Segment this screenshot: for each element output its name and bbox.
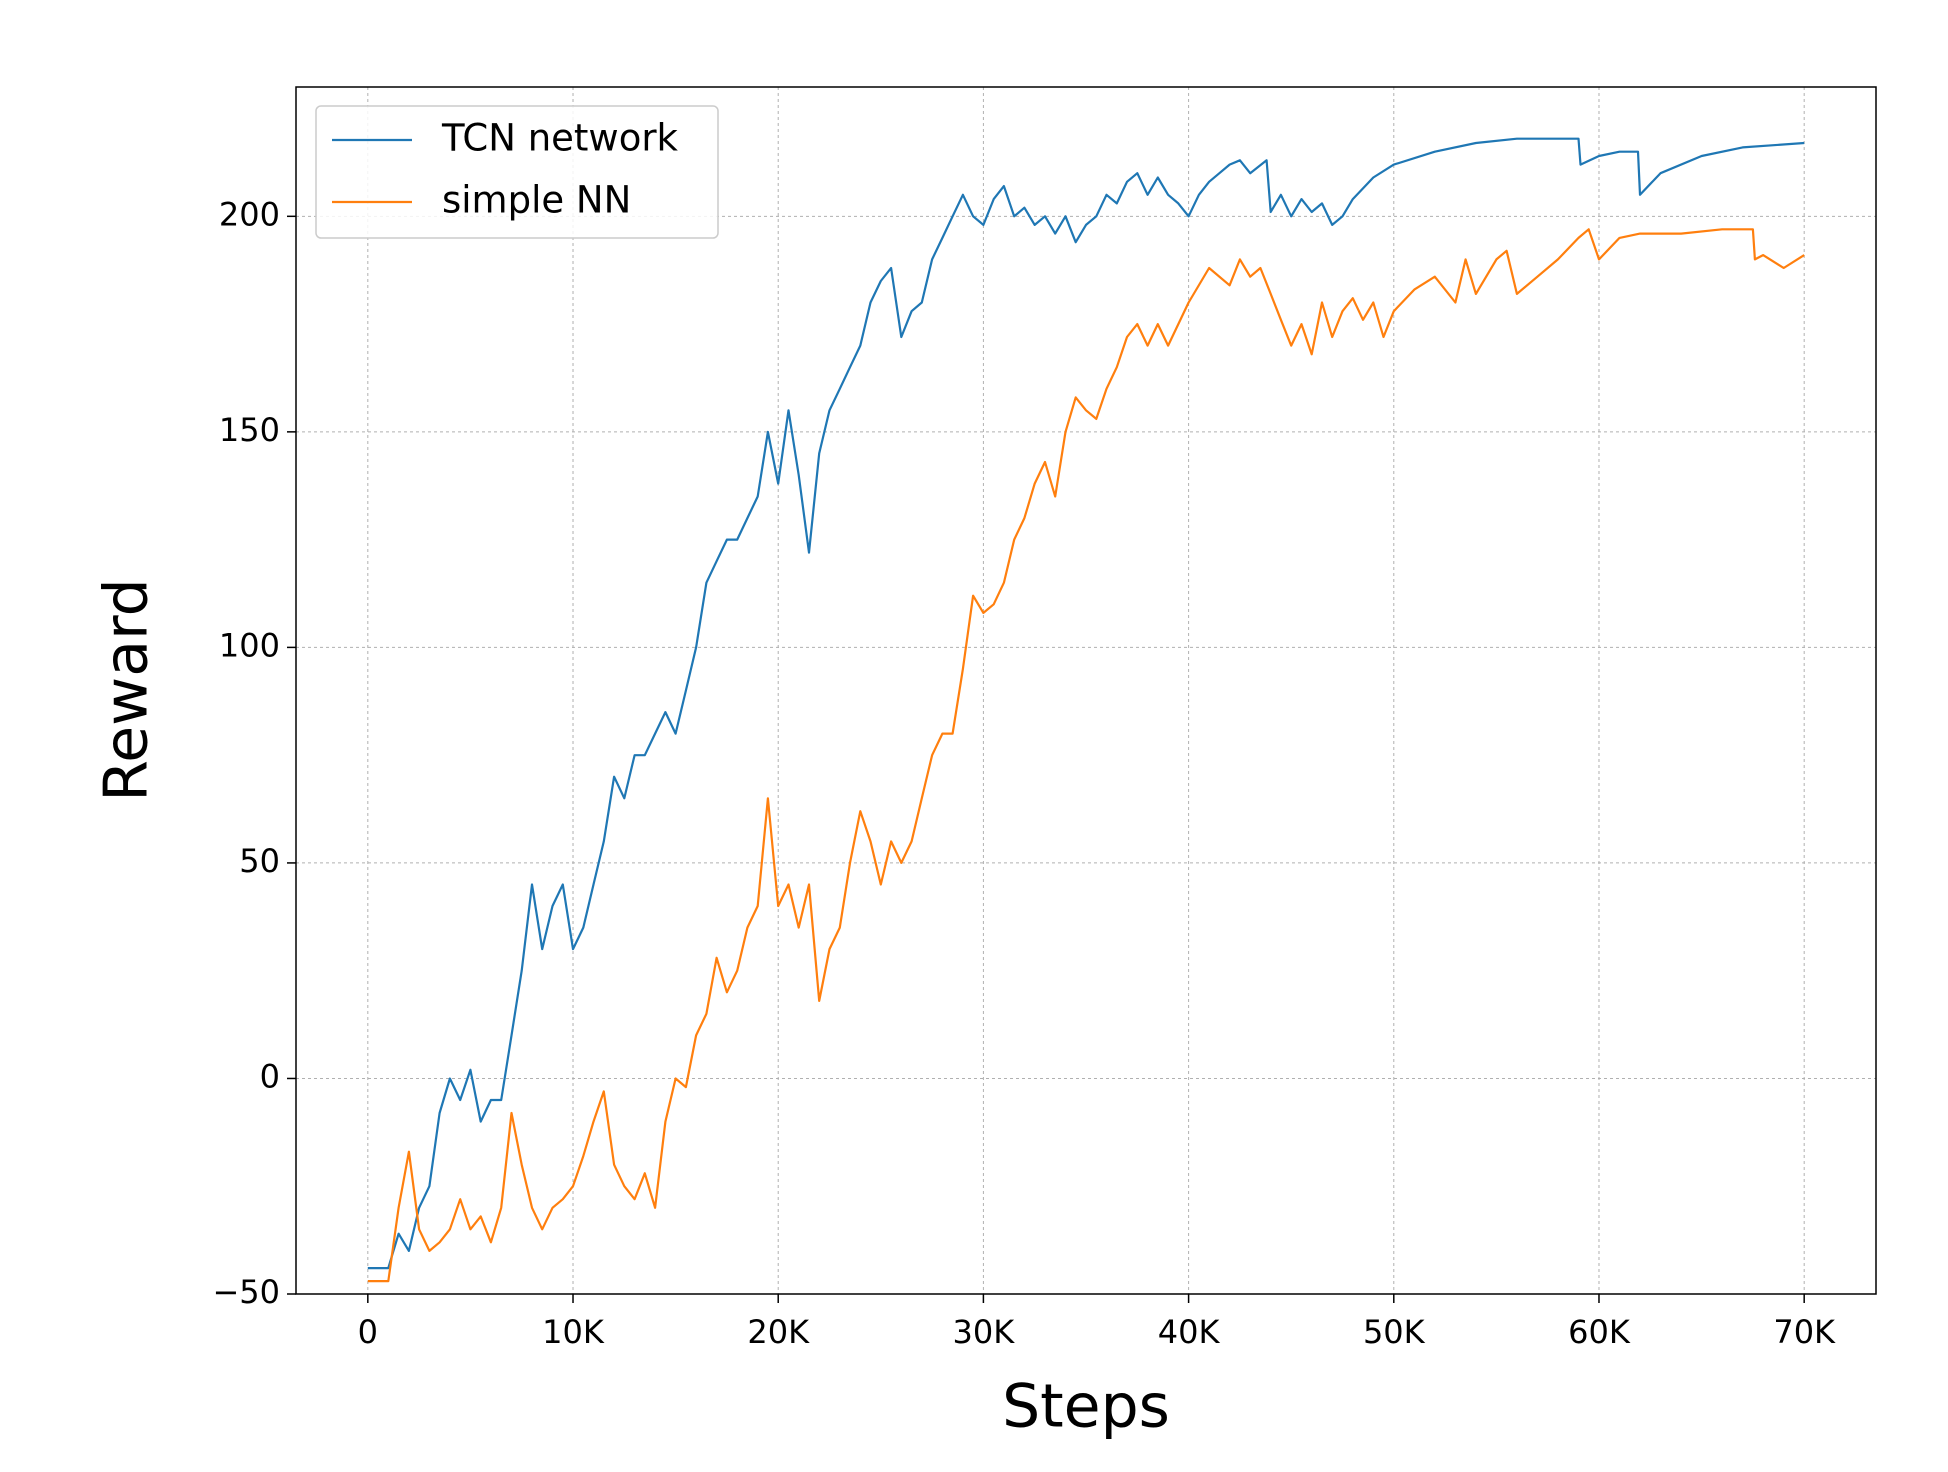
- x-tick-label: 50K: [1363, 1313, 1426, 1351]
- y-tick-label: −50: [212, 1273, 280, 1311]
- x-tick-label: 40K: [1158, 1313, 1221, 1351]
- y-tick-label: 0: [260, 1057, 280, 1095]
- y-axis-label: Reward: [92, 578, 162, 801]
- line-series: [367, 137, 1805, 1270]
- y-tick-label: 100: [219, 626, 280, 664]
- x-tick-label: 60K: [1568, 1313, 1631, 1351]
- legend-label: simple NN: [442, 179, 631, 222]
- legend-label: TCN network: [441, 117, 679, 160]
- x-axis-label: Steps: [1002, 1372, 1170, 1442]
- x-tick-label: 0: [358, 1313, 378, 1351]
- x-tick-label: 30K: [953, 1313, 1016, 1351]
- x-tick-label: 20K: [747, 1313, 810, 1351]
- x-tick-label: 70K: [1773, 1313, 1836, 1351]
- y-tick-label: 200: [219, 195, 280, 233]
- y-tick-label: 150: [219, 411, 280, 449]
- x-tick-label: 10K: [542, 1313, 605, 1351]
- line-series: [367, 228, 1805, 1283]
- plot-frame: [295, 86, 1877, 1295]
- y-tick-label: 50: [239, 842, 280, 880]
- legend-box: [315, 105, 719, 239]
